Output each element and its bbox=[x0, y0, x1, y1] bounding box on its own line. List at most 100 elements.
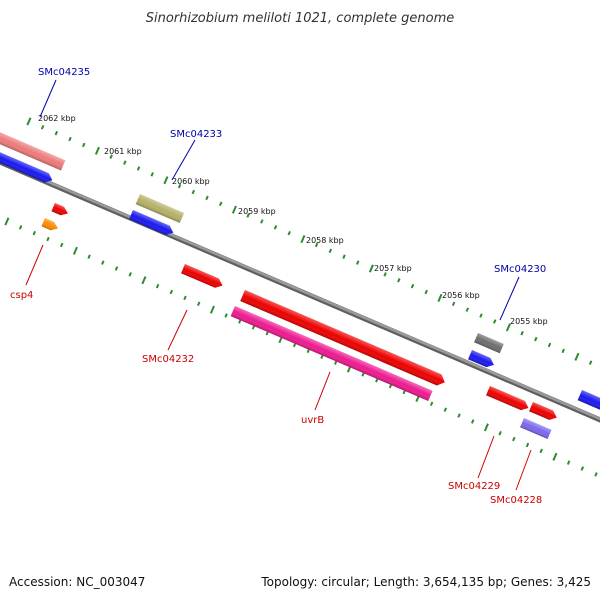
gene-label-smc04230[interactable]: SMc04230 bbox=[494, 264, 546, 275]
upper-row-tick bbox=[342, 254, 346, 259]
upper-row-tick bbox=[328, 248, 333, 254]
upper-row-tick bbox=[588, 360, 593, 365]
lower-row-tick bbox=[197, 301, 201, 307]
upper-row-tick bbox=[493, 319, 497, 324]
upper-row-tick bbox=[505, 323, 511, 332]
leader-smc04233 bbox=[171, 139, 196, 181]
feature-smc04232[interactable] bbox=[181, 264, 224, 290]
upper-row-tick bbox=[191, 189, 196, 195]
gene-label-smc04229[interactable]: SMc04229 bbox=[448, 481, 500, 492]
upper-row-tick bbox=[260, 219, 264, 224]
gene-features bbox=[0, 128, 600, 440]
upper-row-tick bbox=[410, 283, 415, 289]
upper-row-tick bbox=[40, 125, 45, 130]
scale-labels: 2062 kbp 2061 kbp 2060 kbp 2059 kbp 2058… bbox=[38, 114, 548, 326]
lower-row-tick bbox=[155, 283, 160, 289]
feature-smc04232-shading bbox=[181, 264, 223, 288]
gene-label-uvrb[interactable]: uvrB bbox=[301, 415, 324, 426]
feature-smc04230-shading bbox=[474, 333, 504, 354]
upper-row-tick bbox=[109, 154, 113, 159]
lower-row-tick bbox=[471, 419, 475, 424]
lower-row-tick bbox=[498, 430, 502, 436]
upper-row-tick bbox=[123, 160, 127, 165]
lower-row-tick bbox=[169, 289, 174, 295]
leader-uvrb bbox=[314, 371, 331, 411]
lower-row-tick bbox=[539, 448, 543, 454]
gene-label-smc04232[interactable]: SMc04232 bbox=[142, 354, 194, 365]
upper-row-tick bbox=[94, 146, 100, 155]
leader-smc04228 bbox=[515, 449, 532, 491]
gene-label-smc04228[interactable]: SMc04228 bbox=[490, 495, 542, 506]
scale-label-2059: 2059 kbp bbox=[238, 207, 276, 216]
scale-label-2060: 2060 kbp bbox=[172, 177, 210, 186]
feature-red-right-small[interactable] bbox=[529, 402, 559, 422]
feature-blue-left[interactable] bbox=[0, 148, 54, 185]
upper-row-tick bbox=[54, 130, 59, 136]
leader-smc04230 bbox=[499, 276, 520, 321]
upper-row-tick bbox=[383, 272, 387, 277]
scale-label-2061: 2061 kbp bbox=[104, 147, 142, 156]
feature-red-small[interactable] bbox=[51, 203, 69, 218]
upper-row-tick bbox=[231, 205, 237, 214]
scale-label-2056: 2056 kbp bbox=[442, 291, 480, 300]
leader-smc04232 bbox=[167, 309, 188, 351]
feature-smc04228[interactable] bbox=[520, 418, 552, 440]
feature-blue-edge-shading bbox=[577, 390, 600, 416]
upper-row-tick bbox=[273, 225, 278, 230]
upper-row-tick bbox=[150, 172, 154, 177]
map-title: Sinorhizobium meliloti 1021, complete ge… bbox=[146, 11, 455, 26]
lower-row-tick bbox=[566, 460, 571, 465]
upper-row-tick bbox=[163, 176, 169, 185]
feature-uvrb[interactable] bbox=[230, 306, 433, 401]
gene-label-smc04233[interactable]: SMc04233 bbox=[170, 129, 222, 140]
leader-csp4 bbox=[25, 244, 44, 286]
lower-row-tick bbox=[443, 407, 448, 412]
upper-row-tick bbox=[287, 230, 291, 236]
feature-smc04233-shading bbox=[135, 194, 185, 224]
upper-row-tick bbox=[68, 136, 72, 142]
feature-blue-mid[interactable] bbox=[129, 210, 175, 237]
feature-smc04235-band[interactable] bbox=[0, 128, 66, 171]
feature-smc04229[interactable] bbox=[486, 386, 530, 413]
lower-row-tick bbox=[525, 442, 530, 448]
lower-row-tick bbox=[552, 452, 558, 461]
lower-row-tick bbox=[457, 413, 461, 418]
upper-row-tick bbox=[246, 213, 250, 218]
feature-blue-edge[interactable] bbox=[577, 390, 600, 416]
feature-smc04228-shading bbox=[520, 418, 552, 440]
lower-row-tick bbox=[128, 272, 132, 277]
lower-row-tick bbox=[141, 276, 147, 285]
feature-csp4[interactable] bbox=[41, 218, 59, 233]
feature-smc04235-band-shading bbox=[0, 128, 66, 171]
upper-row-tick bbox=[479, 313, 483, 318]
upper-row-tick bbox=[534, 336, 538, 342]
upper-row-tick bbox=[547, 342, 552, 348]
lower-row-tick bbox=[580, 466, 585, 471]
upper-row-tick bbox=[451, 301, 456, 307]
gene-labels: SMc04235 SMc04233 SMc04230 csp4 SMc04232… bbox=[10, 67, 546, 506]
lower-row-tick bbox=[60, 242, 64, 248]
upper-row-tick bbox=[520, 330, 524, 336]
feature-blue-left-shading bbox=[0, 148, 53, 183]
upper-row-tick bbox=[314, 242, 319, 248]
lower-row-tick bbox=[4, 217, 10, 226]
feature-smc04233[interactable] bbox=[135, 194, 185, 224]
feature-blue-right-shading bbox=[468, 350, 494, 368]
upper-row-tick bbox=[424, 289, 428, 295]
feature-smc04230[interactable] bbox=[474, 333, 504, 354]
feature-smc04229-shading bbox=[486, 386, 529, 411]
scale-label-2058: 2058 kbp bbox=[306, 236, 344, 245]
upper-row-tick bbox=[177, 183, 182, 189]
lower-row-tick bbox=[72, 246, 78, 255]
scale-label-2055: 2055 kbp bbox=[510, 317, 548, 326]
leader-smc04229 bbox=[477, 435, 495, 479]
upper-row-tick bbox=[574, 352, 580, 361]
lower-row-tick bbox=[512, 436, 516, 442]
gene-label-csp4[interactable]: csp4 bbox=[10, 290, 33, 301]
gene-label-smc04235[interactable]: SMc04235 bbox=[38, 67, 90, 78]
upper-row-tick bbox=[561, 348, 565, 354]
feature-blue-right[interactable] bbox=[468, 350, 496, 369]
lower-row-tick bbox=[101, 260, 105, 265]
feature-red-long[interactable] bbox=[240, 290, 447, 388]
